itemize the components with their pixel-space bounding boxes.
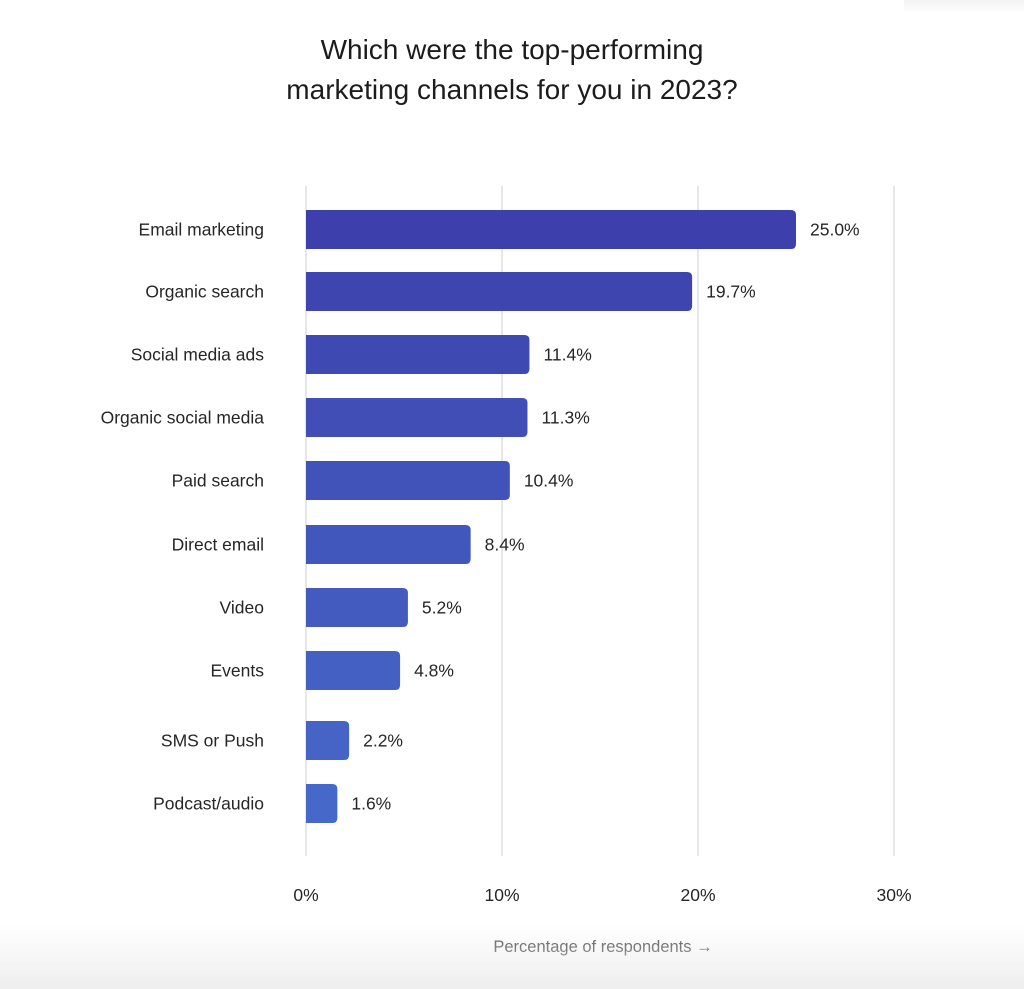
chart-title: Which were the top-performing marketing …	[0, 30, 1024, 110]
chart-title-line-2: marketing channels for you in 2023?	[286, 74, 738, 105]
value-label: 19.7%	[706, 282, 756, 302]
value-label: 5.2%	[422, 598, 462, 618]
bars	[306, 210, 796, 823]
value-label: 4.8%	[414, 661, 454, 681]
chart-title-line-1: Which were the top-performing	[320, 34, 704, 65]
bar	[306, 461, 510, 500]
category-label: Email marketing	[139, 220, 264, 240]
category-label: Paid search	[172, 471, 264, 491]
x-axis-title: Percentage of respondents →	[493, 938, 712, 956]
bar	[306, 588, 408, 627]
bar	[306, 525, 471, 564]
category-label: Video	[220, 598, 264, 618]
x-tick-label: 20%	[680, 885, 715, 905]
category-labels: Email marketing Organic search Social medi…	[101, 220, 265, 814]
bar	[306, 784, 338, 823]
value-label: 1.6%	[351, 794, 391, 814]
bar	[306, 721, 350, 760]
category-label: Podcast/audio	[153, 794, 264, 814]
bar	[306, 398, 528, 437]
value-label: 10.4%	[524, 471, 574, 491]
category-label: Events	[211, 661, 265, 681]
bar	[306, 335, 530, 374]
value-labels: 25.0% 19.7% 11.4% 11.3% 10.4% 8.4% 5.2% 4.8% 2.2…	[351, 220, 859, 814]
x-tick-label: 10%	[484, 885, 519, 905]
value-label: 11.3%	[541, 408, 589, 428]
category-label: Organic social media	[101, 408, 265, 428]
bar	[306, 272, 693, 311]
category-label: Organic search	[145, 282, 264, 302]
x-tick-label: 30%	[876, 885, 911, 905]
value-label: 8.4%	[485, 535, 525, 555]
bar	[306, 651, 401, 690]
category-label: Social media ads	[131, 345, 265, 365]
category-label: SMS or Push	[161, 731, 264, 751]
x-tick-label: 0%	[293, 885, 318, 905]
value-label: 25.0%	[810, 220, 860, 240]
value-label: 11.4%	[543, 345, 591, 365]
value-label: 2.2%	[363, 731, 403, 751]
category-label: Direct email	[172, 535, 264, 555]
bar	[306, 210, 796, 249]
x-tick-labels: 0% 10% 20% 30%	[293, 885, 911, 905]
